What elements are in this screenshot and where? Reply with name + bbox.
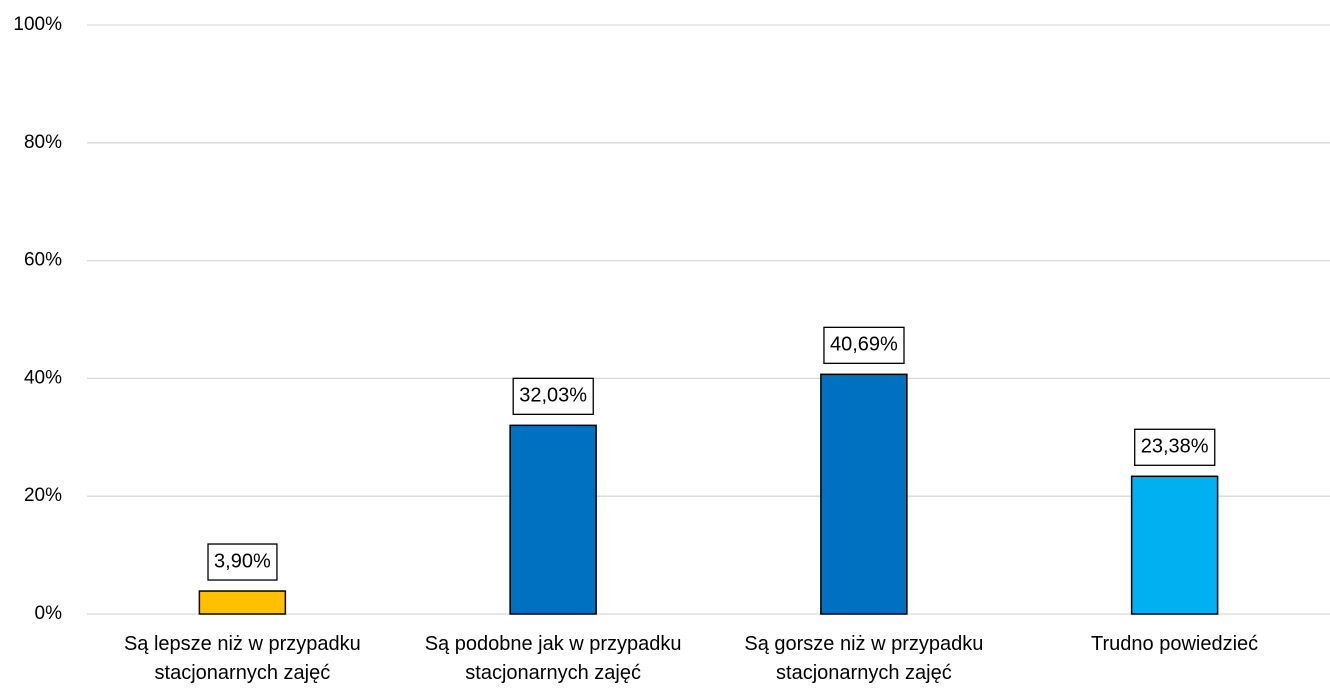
y-tick-label: 100% — [13, 14, 62, 35]
bar — [509, 424, 597, 615]
y-tick-label: 60% — [24, 250, 62, 271]
x-tick-label: Trudno powiedzieć — [1091, 633, 1259, 655]
data-label-box — [823, 326, 905, 364]
data-label: 3,90% — [214, 550, 271, 572]
data-label: 32,03% — [519, 385, 587, 407]
bar — [1130, 475, 1219, 615]
y-tick-label: 20% — [24, 485, 62, 506]
bar — [198, 590, 287, 615]
data-label-box — [512, 377, 594, 415]
y-tick-label: 40% — [24, 367, 62, 388]
bar — [820, 373, 908, 615]
data-label: 23,38% — [1141, 436, 1209, 458]
y-tick-label: 80% — [24, 132, 62, 153]
data-label-box — [207, 543, 278, 581]
x-tick-label: Są gorsze niż w przypadku stacjonarnych … — [744, 633, 984, 684]
data-label-box — [1134, 428, 1216, 466]
x-tick-label: Są lepsze niż w przypadku stacjonarnych … — [123, 633, 361, 684]
x-tick-label: Są podobne jak w przypadku stacjonarnych… — [424, 633, 682, 684]
y-tick-label: 0% — [35, 603, 63, 624]
data-label: 40,69% — [830, 334, 898, 356]
